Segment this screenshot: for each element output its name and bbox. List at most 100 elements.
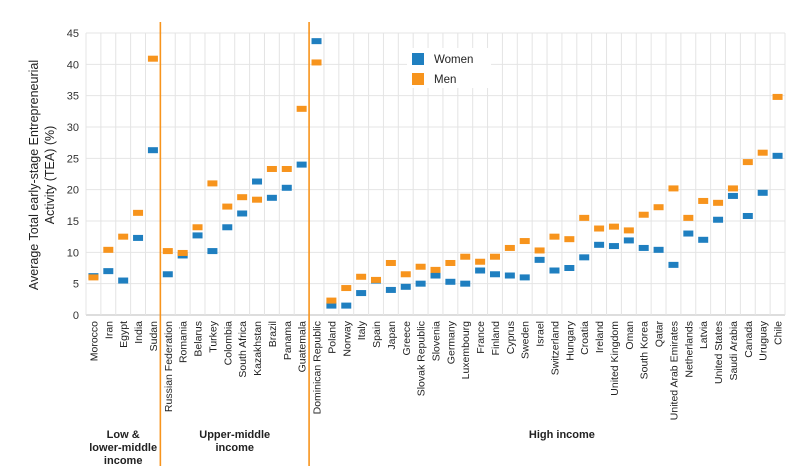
men-mark <box>356 273 367 280</box>
legend: Women Men <box>407 48 491 88</box>
men-mark <box>281 165 292 172</box>
legend-men-swatch <box>412 73 424 85</box>
men-mark <box>683 214 694 221</box>
men-mark <box>772 93 783 100</box>
legend-women-label: Women <box>434 54 473 66</box>
men-mark <box>326 297 337 304</box>
x-category-label: Slovak Republic <box>416 321 428 396</box>
x-category-label: Italy <box>356 320 368 340</box>
women-mark <box>608 243 619 250</box>
x-category-label: Israel <box>535 321 547 347</box>
men-mark <box>623 227 634 234</box>
men-mark <box>252 196 263 203</box>
x-category-label: Greece <box>401 321 413 356</box>
men-mark <box>296 105 307 112</box>
women-mark <box>698 236 709 243</box>
y-tick-label: 25 <box>67 153 79 165</box>
men-mark <box>460 253 471 260</box>
y-tick-label: 45 <box>67 28 79 40</box>
legend-women-swatch <box>412 53 424 65</box>
women-mark <box>683 230 694 237</box>
men-mark <box>430 266 441 273</box>
y-axis-label-line1: Average Total early-stage Entrepreneuria… <box>27 60 41 290</box>
women-mark <box>757 189 768 196</box>
men-mark <box>653 204 664 211</box>
women-mark <box>564 265 575 271</box>
women-mark <box>207 248 218 255</box>
men-mark <box>713 199 724 206</box>
men-mark <box>608 223 619 230</box>
men-mark <box>103 246 114 253</box>
x-category-label: Luxembourg <box>460 321 472 380</box>
men-mark <box>757 149 768 156</box>
group-label: High income <box>529 429 595 441</box>
x-category-label: Egypt <box>118 321 130 348</box>
x-category-label: Guatemala <box>297 321 309 373</box>
women-mark <box>579 254 590 261</box>
women-mark <box>638 244 649 251</box>
women-mark <box>133 234 144 241</box>
x-category-label: Hungary <box>564 320 576 360</box>
women-mark <box>460 280 471 287</box>
men-mark <box>415 263 426 270</box>
women-mark <box>237 210 248 217</box>
men-mark <box>222 203 233 210</box>
men-mark <box>385 259 396 266</box>
x-category-label: Canada <box>743 321 755 358</box>
men-mark <box>519 238 530 245</box>
women-mark <box>326 302 337 309</box>
x-category-label: South Korea <box>639 321 651 380</box>
women-mark <box>400 283 411 290</box>
women-mark <box>341 302 352 309</box>
women-mark <box>103 268 114 275</box>
women-mark <box>549 267 560 274</box>
x-category-label: Sweden <box>520 321 532 359</box>
x-category-label: Dominican Republic <box>312 321 324 414</box>
women-mark <box>385 286 396 293</box>
x-category-label: Germany <box>445 320 457 364</box>
x-axis-labels: Morocco Iran Egypt India Sudan Russian Federa… <box>88 320 784 420</box>
men-mark <box>594 225 605 232</box>
men-mark <box>266 165 277 172</box>
women-mark <box>445 278 456 285</box>
x-category-label: Panama <box>282 321 294 360</box>
women-mark <box>475 267 486 274</box>
x-category-label: Chile <box>773 321 785 345</box>
x-category-label: Kazakhstan <box>252 321 264 376</box>
women-mark <box>415 280 426 287</box>
y-tick-label: 40 <box>67 59 79 71</box>
women-mark <box>192 232 203 239</box>
x-category-label: Japan <box>386 321 398 350</box>
x-category-label: United Arab Emirates <box>668 321 680 420</box>
men-mark <box>534 247 545 254</box>
x-category-label: Ireland <box>594 321 606 353</box>
women-mark <box>311 38 322 45</box>
y-tick-label: 30 <box>67 122 79 134</box>
men-mark <box>371 276 382 283</box>
men-mark <box>742 159 753 166</box>
women-mark <box>296 161 307 168</box>
y-axis: 0 5 10 15 20 25 30 35 40 45 <box>67 28 79 322</box>
women-mark <box>266 194 277 201</box>
x-category-label: Belarus <box>193 321 205 357</box>
women-mark <box>147 147 158 154</box>
x-category-label: France <box>475 321 487 354</box>
x-category-label: Switzerland <box>549 321 561 375</box>
x-category-label: Iran <box>103 321 115 339</box>
x-category-label: India <box>133 321 145 344</box>
women-mark <box>118 277 129 284</box>
women-mark <box>162 271 173 278</box>
men-mark <box>504 244 515 251</box>
men-mark <box>668 185 679 192</box>
x-category-label: Finland <box>490 321 502 356</box>
women-mark <box>430 272 441 279</box>
women-mark <box>534 256 545 263</box>
x-category-label: Oman <box>624 321 636 350</box>
men-mark <box>475 258 486 265</box>
men-mark <box>207 180 218 187</box>
men-mark <box>237 194 248 201</box>
men-mark <box>489 253 500 260</box>
women-mark <box>489 271 500 278</box>
men-mark <box>118 233 129 240</box>
